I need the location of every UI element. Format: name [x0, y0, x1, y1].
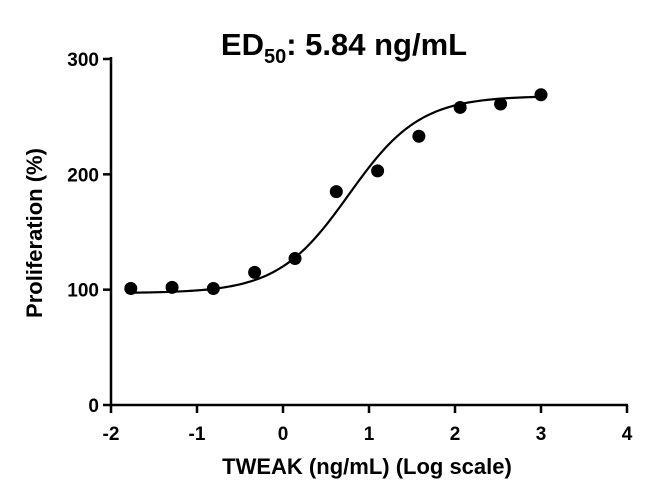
data-point: [453, 100, 467, 114]
y-tick-label: 100: [67, 281, 99, 302]
x-axis-label: TWEAK (ng/mL) (Log scale): [222, 454, 512, 479]
title-rest: : 5.84 ng/mL: [286, 27, 467, 62]
chart-title: ED50: 5.84 ng/mL: [221, 27, 467, 68]
y-axis-label: Proliferation (%): [22, 148, 47, 318]
data-point: [288, 252, 302, 266]
data-point: [248, 265, 262, 279]
fit-curve: [130, 95, 542, 294]
x-tick-label: 1: [364, 424, 375, 445]
plot-area: -2 -1 0 1 2 3 4 0 100 200 300: [67, 50, 632, 445]
data-point: [534, 88, 548, 102]
y-tick-label: 200: [67, 165, 99, 186]
data-point: [206, 282, 220, 296]
x-tick-label: -2: [103, 424, 120, 445]
title-subscript: 50: [264, 46, 286, 68]
data-point: [494, 97, 508, 111]
data-point: [124, 282, 138, 296]
x-tick-label: 3: [536, 424, 547, 445]
x-tick-label: 0: [278, 424, 289, 445]
data-point: [165, 280, 179, 294]
y-tick-label: 0: [88, 396, 99, 417]
x-tick-label: -1: [189, 424, 206, 445]
x-tick-label: 2: [450, 424, 461, 445]
data-point: [371, 164, 385, 178]
data-point: [329, 185, 343, 199]
title-main: ED: [221, 27, 264, 62]
x-tick-label: 4: [622, 424, 633, 445]
data-point: [412, 129, 426, 143]
y-tick-label: 300: [67, 50, 99, 71]
